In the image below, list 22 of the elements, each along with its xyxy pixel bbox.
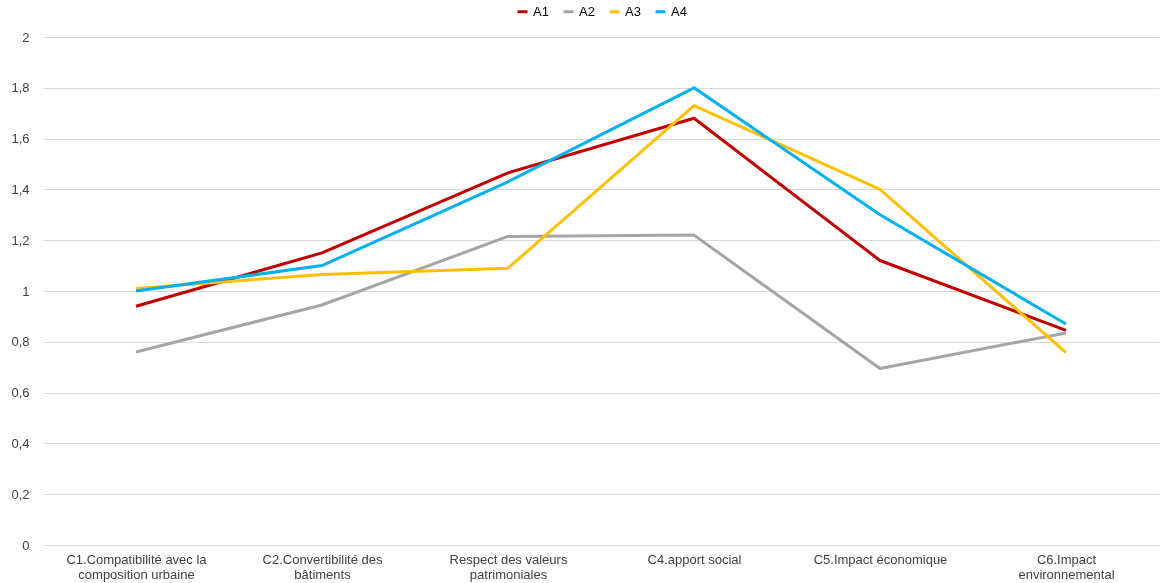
x-tick-label: C1.Compatibilité avec la composition urbaine [66, 551, 208, 582]
y-tick-label: 0,2 [11, 486, 30, 502]
legend-label: A1 [533, 3, 549, 19]
y-tick-label: 1,2 [11, 232, 30, 248]
x-tick-label: C2.Convertibilité des bâtiments [262, 551, 383, 582]
y-tick-label: 1 [22, 283, 30, 299]
legend-label: A4 [671, 3, 687, 19]
y-tick-label: 0,8 [11, 334, 30, 350]
y-tick-label: 2 [22, 29, 30, 45]
legend-label: A3 [625, 3, 641, 19]
x-tick-label: C5.Impact économique [813, 551, 948, 567]
x-tick-label: Respect des valeurs patrimoniales [449, 551, 568, 582]
legend-label: A2 [579, 3, 595, 19]
y-tick-label: 0,4 [11, 435, 30, 451]
y-tick-label: 1,4 [11, 181, 30, 197]
line-series [134, 233, 1068, 370]
y-tick-label: 0 [22, 537, 30, 553]
x-tick-label: C4.apport social [647, 551, 742, 567]
x-tick-label: C6.Impact environnemental [1018, 551, 1115, 582]
y-tick-label: 1,8 [11, 80, 30, 96]
y-tick-label: 1,6 [11, 131, 30, 147]
y-tick-label: 0,6 [11, 385, 30, 401]
